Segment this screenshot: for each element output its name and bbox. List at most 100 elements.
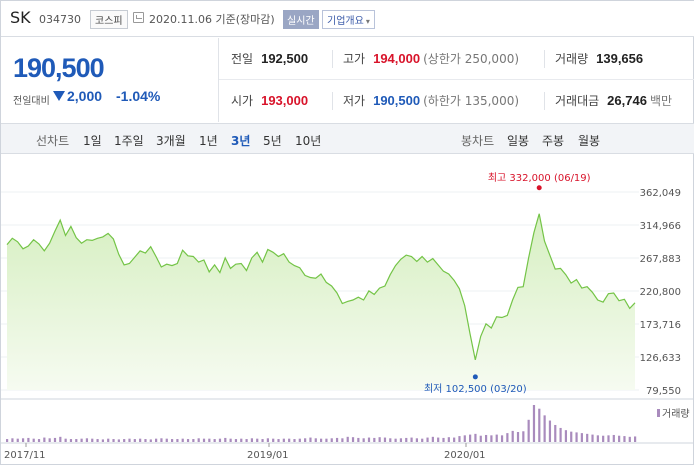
period-10y[interactable]: 10년 (295, 134, 322, 148)
volume-bar (469, 434, 472, 442)
volume-bar (160, 438, 163, 442)
volume-bar (224, 437, 227, 442)
x-tick-label: 2019/01 (247, 450, 289, 461)
change-percent: -1.04% (116, 88, 161, 104)
volume-bar (554, 424, 557, 442)
quote-row: 시가 193,000 저가 190,500 (하한가 135,000) 거래대금 26,… (219, 80, 694, 122)
price-chart: 362,049 314,966 267,883 220,800 173,716 126,6… (1, 172, 694, 461)
volume-bar (564, 430, 568, 442)
volume-bar (192, 439, 195, 442)
volume-bar (367, 437, 371, 442)
period-1y[interactable]: 1년 (199, 134, 218, 148)
line-chart-label: 선차트 (36, 134, 70, 148)
volume-label: 거래량 (662, 408, 690, 420)
volume-bar (314, 438, 317, 442)
volume-legend-swatch (657, 409, 660, 417)
volume-bar (266, 438, 269, 442)
volume-bar (516, 432, 520, 442)
volume-bar (479, 435, 482, 442)
stock-header: SK 034730 코스피 2020.11.06 기준(장마감) 실시간 기업개… (1, 1, 694, 37)
volume-bar (21, 438, 25, 442)
volume-bar (229, 438, 232, 442)
change-label: 전일대비 (13, 96, 50, 107)
volume-bar (330, 438, 333, 442)
volume-bar (511, 430, 514, 442)
y-tick-label: 126,633 (640, 353, 681, 364)
volume-bar (298, 438, 301, 442)
high-label: 최고 332,000 (06/19) (488, 172, 591, 184)
volume-bar (335, 437, 339, 442)
quote-cell-trading-value: 거래대금 26,746 백만 (555, 93, 673, 108)
company-info-button[interactable]: 기업개요 ▾ (322, 10, 375, 29)
candle-weekly[interactable]: 주봉 (542, 134, 565, 148)
volume-bar (48, 438, 51, 442)
volume-bar (410, 437, 413, 442)
volume-bar (69, 439, 73, 442)
volume-bar (378, 437, 381, 442)
candle-chart-label: 봉차트 (461, 134, 495, 148)
volume-bar (602, 435, 605, 442)
period-1w[interactable]: 1주일 (114, 134, 144, 148)
volume-bar (107, 438, 110, 442)
volume-bar (96, 439, 99, 442)
period-3y[interactable]: 3년 (231, 134, 251, 148)
low-label: 최저 102,500 (03/20) (424, 383, 527, 395)
volume-bar (500, 435, 504, 442)
volume-bar (32, 438, 35, 442)
company-info-label: 기업개요 (327, 16, 364, 27)
volume-bar (559, 427, 562, 442)
y-tick-label: 79,550 (646, 386, 681, 397)
candle-monthly[interactable]: 월봉 (578, 134, 601, 148)
volume-bar (586, 433, 589, 442)
chart-toolbar: 선차트 1일 1주일 3개월 1년 3년 5년 10년 봉차트 일봉 주봉 월봉 (1, 123, 694, 154)
volume-bar (532, 405, 536, 442)
volume-bar (85, 438, 89, 442)
volume-bar (570, 431, 573, 442)
market-badge: 코스피 (90, 10, 128, 29)
volume-bar (538, 408, 541, 442)
volume-bar (522, 431, 525, 442)
period-5y[interactable]: 5년 (263, 134, 282, 148)
volume-bar (543, 415, 546, 442)
current-price: 190,500 (13, 53, 105, 83)
volume-bar (240, 438, 243, 442)
volume-bar (112, 439, 115, 442)
realtime-button[interactable]: 실시간 (283, 10, 319, 29)
volume-bar (490, 435, 493, 442)
quote-row: 전일 192,500 고가 194,000 (상한가 250,000) 거래량 139,… (219, 38, 694, 80)
volume-bar (399, 438, 403, 442)
volume-bar (346, 436, 349, 442)
period-1d[interactable]: 1일 (83, 134, 102, 148)
volume-bar (591, 434, 594, 442)
chevron-down-icon: ▾ (365, 17, 370, 26)
volume-bar (474, 433, 477, 442)
volume-bar (293, 439, 296, 442)
volume-bar (304, 438, 307, 442)
volume-bar (527, 419, 530, 442)
volume-bar (261, 439, 264, 442)
price-line (6, 213, 636, 361)
volume-bar (165, 438, 168, 442)
volume-bar (213, 439, 216, 442)
volume-bar (634, 436, 637, 442)
volume-bar (320, 438, 323, 442)
volume-bar (341, 438, 344, 442)
volume-bar (405, 437, 408, 442)
period-3m[interactable]: 3개월 (156, 134, 186, 148)
volume-bar (309, 437, 312, 442)
volume-bar (256, 438, 259, 442)
volume-bar (575, 432, 578, 442)
volume-bar (447, 437, 450, 442)
volume-bar (383, 437, 387, 442)
volume-bar (463, 435, 466, 442)
stock-name: SK (10, 8, 31, 27)
volume-bar (186, 439, 190, 442)
volume-bar (484, 434, 488, 442)
calendar-icon (133, 12, 144, 23)
volume-bar (218, 438, 222, 442)
volume-bar (91, 438, 94, 442)
candle-daily[interactable]: 일봉 (507, 134, 530, 148)
x-tick-label: 2020/01 (444, 450, 486, 461)
volume-bar (548, 420, 552, 442)
